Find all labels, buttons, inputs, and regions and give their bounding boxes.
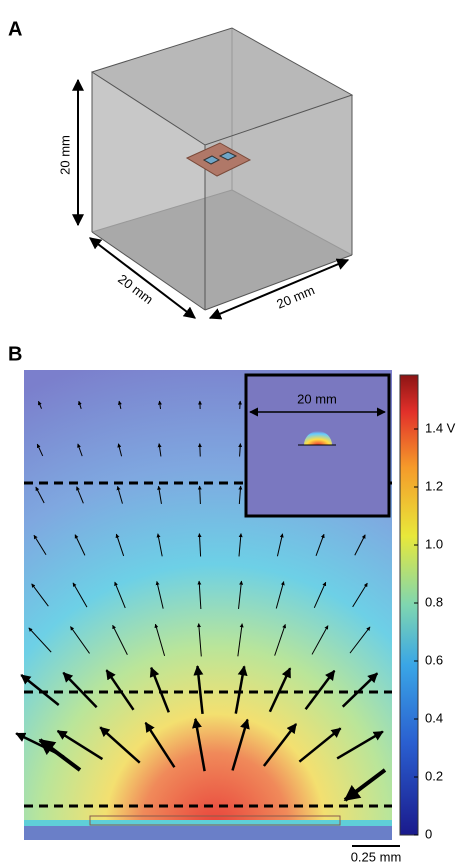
dimension-arrows [72,78,350,320]
field-arrow [105,669,135,711]
colorbar-tick-label: 0.2 [425,768,443,783]
colorbar-tick-label: 1.4 V [425,420,456,435]
dimension-label: 20 mm [274,282,316,311]
field-arrow [352,582,368,608]
field-arrow [36,443,44,457]
colorbar [399,374,419,836]
substrate [24,820,392,826]
field-arrow [275,581,285,609]
field-arrow [77,400,82,409]
field-arrow [197,443,202,457]
scale-bar-label: 0.25 mm [351,849,402,864]
field-arrow [154,623,166,656]
field-arrow [28,627,52,653]
field-arrow [238,485,243,505]
field-arrow [156,533,163,557]
field-arrow [116,485,123,504]
dimension-label: 20 mm [115,271,156,307]
field-arrow [311,625,329,655]
field-arrow [33,534,47,556]
cube [90,27,354,311]
field-arrow [193,665,204,714]
inset [244,373,391,518]
field-arrow [262,723,298,767]
field-arrow [56,729,104,761]
field-arrow [38,738,82,772]
field-arrow [231,718,250,771]
field-arrow [304,669,336,710]
field-arrow [144,721,176,768]
colorbar-tick-label: 0.4 [425,710,443,725]
field-arrow [20,674,60,706]
field-arrow [76,486,84,504]
field-arrow [114,581,126,609]
field-arrow [197,580,202,610]
colorbar-tick-label: 0 [425,826,432,841]
field-arrow [298,727,342,763]
field-arrow [77,443,83,457]
field-arrow [74,534,86,556]
field-arrow [197,533,202,557]
field-arrow [62,671,98,709]
colorbar-tick-label: 1.0 [425,536,443,551]
field-arrow [349,626,371,654]
field-arrow [31,583,49,607]
field-arrow [354,534,366,556]
field-arrow [70,626,90,654]
field-arrows [15,400,387,802]
field-arrow [157,400,162,410]
field-arrow [341,672,379,708]
field-arrow [35,486,45,504]
field-arrow [37,400,42,409]
field-arrow [237,623,244,657]
field-arrow [197,485,202,505]
field-arrow [315,533,325,556]
field-arrow [157,485,162,504]
electrode [89,815,341,826]
field-arrow [72,582,88,608]
field-arrow [192,717,206,772]
substrate [24,826,392,840]
field-arrow [313,581,327,608]
field-arrow [343,768,387,802]
field-arrow [115,533,125,557]
field-arrow [117,443,123,457]
field-arrow [238,443,243,457]
panel-label: B [8,343,22,365]
field-arrow [238,580,244,609]
colorbar-ticks: 0 0.2 0.4 0.6 0.8 1.0 1.2 1.4 V [414,420,456,841]
field-arrow [336,730,384,760]
field-arrow [274,624,287,656]
panel-label: A [8,18,22,40]
field-arrow [276,533,284,557]
dimension-label: 20 mm [57,135,72,175]
inset-dimension: 20 mm [297,391,337,406]
field-arrow [268,667,292,713]
field-arrow [238,533,243,557]
colorbar-tick-label: 0.6 [425,652,443,667]
field-arrow [112,624,128,655]
field-arrow [117,400,122,410]
field-arrow [149,666,170,713]
colorbar-tick-label: 1.2 [425,478,443,493]
colorbar-tick-label: 0.8 [425,594,443,609]
field-arrow [157,443,162,457]
field-arrow [196,623,202,657]
field-arrow [155,580,164,609]
field-arrow [234,665,248,714]
field-arrow [99,726,141,764]
